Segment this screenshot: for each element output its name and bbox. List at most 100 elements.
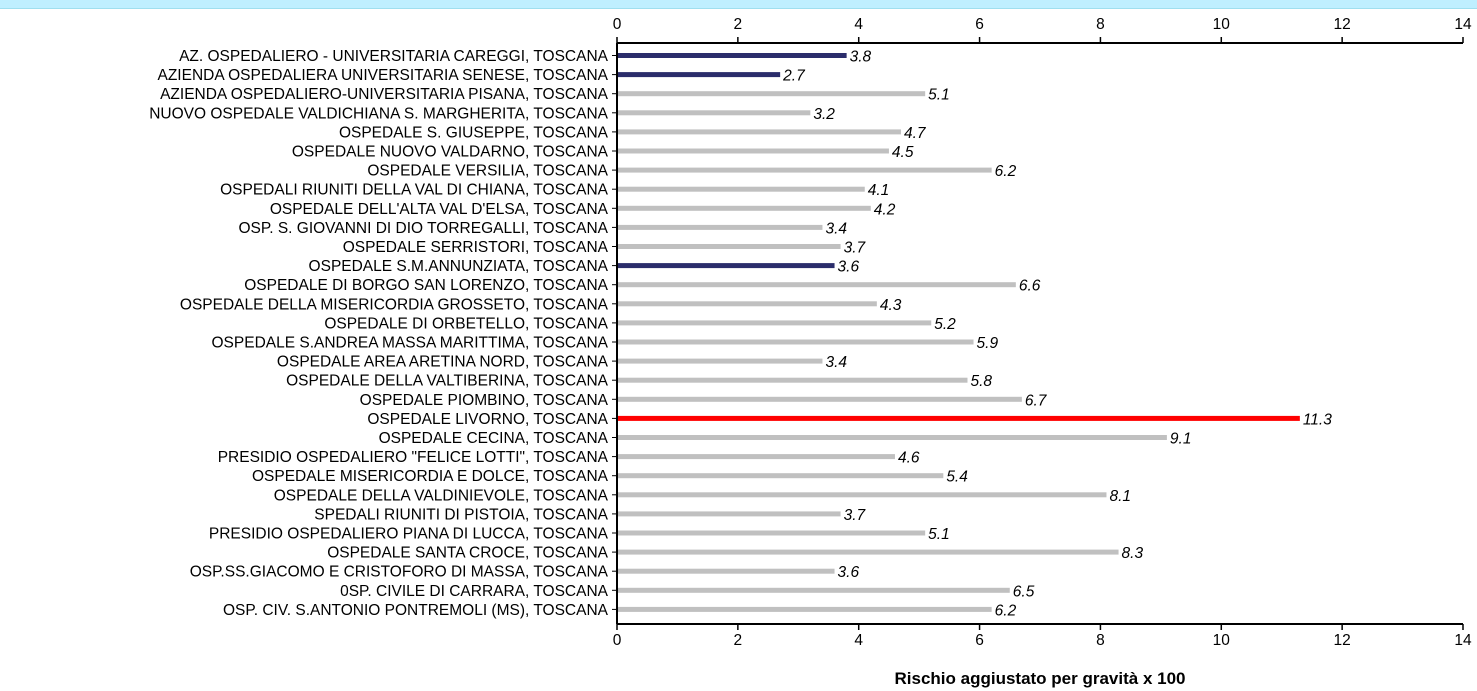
top-tick-label: 8 <box>1096 16 1105 33</box>
bottom-tick-label: 12 <box>1334 632 1351 649</box>
data-label: 3.7 <box>844 240 867 257</box>
bar <box>618 549 1119 555</box>
data-label: 5.1 <box>928 87 950 104</box>
category-label: OSPEDALE PIOMBINO, TOSCANA <box>360 392 609 409</box>
category-label: OSP. CIV. S.ANTONIO PONTREMOLI (MS), TOS… <box>223 602 609 619</box>
bottom-tick-label: 2 <box>734 632 743 649</box>
bar <box>618 473 944 479</box>
category-label: OSPEDALE MISERICORDIA E DOLCE, TOSCANA <box>252 468 609 485</box>
bar <box>618 435 1167 440</box>
category-label: OSPEDALE S. GIUSEPPE, TOSCANA <box>339 124 609 141</box>
bar <box>618 186 865 192</box>
data-label: 2.7 <box>782 68 806 85</box>
x-axis-title: Rischio aggiustato per gravità x 100 <box>895 669 1186 688</box>
bottom-tick-label: 4 <box>854 632 863 649</box>
category-label: OSPEDALE AREA ARETINA NORD, TOSCANA <box>277 354 609 371</box>
category-label: OSPEDALE SANTA CROCE, TOSCANA <box>327 545 608 562</box>
category-label: OSPEDALE SERRISTORI, TOSCANA <box>343 239 609 256</box>
bar <box>618 568 835 574</box>
top-tick-label: 0 <box>613 16 622 33</box>
data-label: 3.6 <box>838 564 860 581</box>
data-label: 5.2 <box>934 316 956 333</box>
top-tick-label: 14 <box>1454 16 1472 33</box>
bar <box>618 320 932 326</box>
category-label: AZIENDA OSPEDALIERA UNIVERSITARIA SENESE… <box>158 67 609 84</box>
bar <box>618 530 926 536</box>
category-label: OSPEDALE DI ORBETELLO, TOSCANA <box>324 315 608 332</box>
chart-axes: 0 0 2 2 4 4 6 6 8 8 10 10 12 12 14 14 <box>612 16 1472 649</box>
data-label: 5.1 <box>928 526 950 543</box>
data-label: 5.4 <box>946 469 968 486</box>
bar <box>618 396 1022 402</box>
data-label: 9.1 <box>1170 431 1192 448</box>
category-label: OSPEDALE S.M.ANNUNZIATA, TOSCANA <box>309 258 609 275</box>
category-label: OSP.SS.GIACOMO E CRISTOFORO DI MASSA, TO… <box>190 564 609 581</box>
bar <box>618 511 841 517</box>
category-label: OSPEDALE DELLA MISERICORDIA GROSSETO, TO… <box>180 296 609 313</box>
category-label: PRESIDIO OSPEDALIERO PIANA DI LUCCA, TOS… <box>209 526 609 543</box>
top-tick-label: 4 <box>854 16 863 33</box>
data-label: 3.6 <box>838 259 860 276</box>
data-label: 4.3 <box>880 297 902 314</box>
bar <box>618 129 902 135</box>
category-label: OSPEDALE S.ANDREA MASSA MARITTIMA, TOSCA… <box>212 335 609 352</box>
bar <box>618 492 1107 498</box>
bar <box>618 167 992 173</box>
data-label: 5.8 <box>970 373 992 390</box>
top-tick-label: 6 <box>975 16 984 33</box>
top-tick-label: 2 <box>734 16 743 33</box>
category-label: OSPEDALI RIUNITI DELLA VAL DI CHIANA, TO… <box>220 182 609 199</box>
value-labels: 3.8 2.7 5.1 3.2 4.7 4.5 6.2 4.1 4.2 3.4 3.7 3.6 6.6 4… <box>782 49 1332 620</box>
category-label: OSPEDALE LIVORNO, TOSCANA <box>367 411 608 428</box>
data-label: 8.1 <box>1109 488 1131 505</box>
data-label: 8.3 <box>1122 545 1144 562</box>
bar <box>618 148 889 154</box>
category-label: NUOVO OSPEDALE VALDICHIANA S. MARGHERITA… <box>149 105 608 122</box>
category-label: OSPEDALE DI BORGO SAN LORENZO, TOSCANA <box>244 277 608 294</box>
bar <box>618 282 1016 288</box>
data-label: 6.2 <box>995 163 1017 180</box>
bar <box>618 244 841 249</box>
data-label: 11.3 <box>1303 411 1332 428</box>
category-label: AZ. OSPEDALIERO - UNIVERSITARIA CAREGGI,… <box>179 48 609 65</box>
bar <box>618 301 877 307</box>
category-label: OSP. S. GIOVANNI DI DIO TORREGALLI, TOSC… <box>238 220 608 237</box>
bottom-tick-label: 0 <box>613 632 622 649</box>
bottom-tick-label: 8 <box>1096 632 1105 649</box>
data-label: 3.4 <box>825 354 847 371</box>
bar <box>618 415 1300 421</box>
category-labels: AZ. OSPEDALIERO - UNIVERSITARIA CAREGGI,… <box>149 48 608 619</box>
category-label: 0SP. CIVILE DI CARRARA, TOSCANA <box>340 583 609 600</box>
data-label: 6.6 <box>1019 278 1041 295</box>
data-label: 5.9 <box>977 335 999 352</box>
bar <box>618 110 811 116</box>
category-label: OSPEDALE DELLA VALTIBERINA, TOSCANA <box>286 373 609 390</box>
bar <box>618 358 823 364</box>
data-label: 4.1 <box>868 182 890 199</box>
category-label: OSPEDALE NUOVO VALDARNO, TOSCANA <box>292 144 609 161</box>
bar <box>618 606 992 612</box>
category-label: OSPEDALE DELLA VALDINIEVOLE, TOSCANA <box>274 487 609 504</box>
bar <box>618 91 926 97</box>
category-label: OSPEDALE VERSILIA, TOSCANA <box>367 163 608 180</box>
bar <box>618 53 847 58</box>
bar <box>618 205 871 211</box>
bottom-tick-label: 10 <box>1213 632 1231 649</box>
bottom-tick-label: 14 <box>1454 632 1472 649</box>
data-label: 4.5 <box>892 144 914 161</box>
bar <box>618 454 895 460</box>
data-label: 3.8 <box>850 49 872 66</box>
category-label: OSPEDALE DELL'ALTA VAL D'ELSA, TOSCANA <box>270 201 609 218</box>
bottom-tick-label: 6 <box>975 632 984 649</box>
data-label: 6.2 <box>995 602 1017 619</box>
bar <box>618 339 974 345</box>
bar <box>618 377 968 383</box>
top-tick-label: 10 <box>1213 16 1231 33</box>
data-label: 6.5 <box>1013 583 1035 600</box>
data-label: 6.7 <box>1025 392 1048 409</box>
category-label: PRESIDIO OSPEDALIERO "FELICE LOTTI", TOS… <box>218 449 609 466</box>
data-label: 4.6 <box>898 450 920 467</box>
category-label: SPEDALI RIUNITI DI PISTOIA, TOSCANA <box>314 506 608 523</box>
bars-group <box>618 53 1300 612</box>
